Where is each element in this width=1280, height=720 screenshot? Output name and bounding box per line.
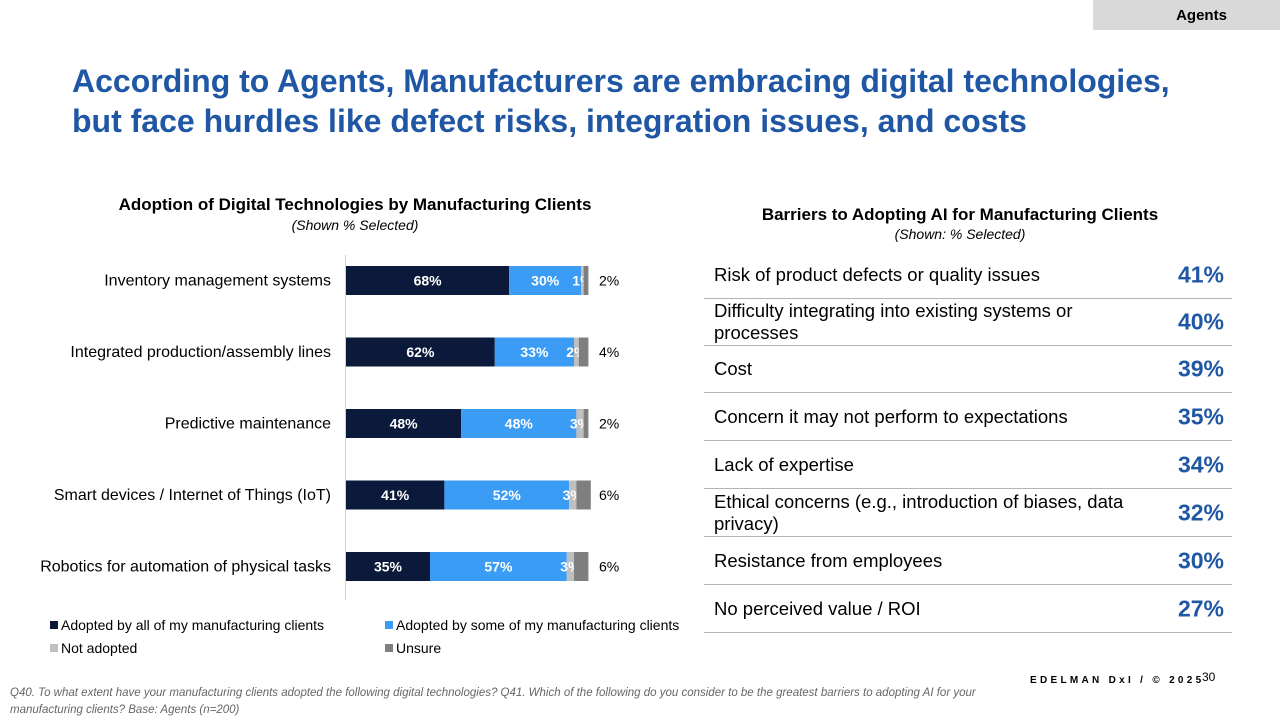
barriers-title: Barriers to Adopting AI for Manufacturin… <box>761 205 1159 224</box>
data-label-adopted-by-some-of-my-manufacturing-clients: 52% <box>493 487 522 503</box>
data-label-adopted-by-all-of-my-manufacturing-clients: 35% <box>374 559 403 575</box>
data-label-not-adopted: 1% <box>572 273 593 289</box>
data-label-adopted-by-all-of-my-manufacturing-clients: 48% <box>390 416 419 432</box>
bar-segment-not-adopted <box>569 480 577 510</box>
bar-segment-adopted-by-all-of-my-manufacturing-clients <box>346 480 445 510</box>
category-label: Robotics for automation of physical task… <box>40 559 331 576</box>
category-label: Inventory management systems <box>104 273 331 290</box>
legend-label-adopted-some: Adopted by some of my manufacturing clie… <box>396 617 680 633</box>
category-label: Integrated production/assembly lines <box>70 344 331 361</box>
data-label-unsure: 6% <box>599 559 619 575</box>
data-label-unsure: 6% <box>599 487 619 503</box>
bar-segment-adopted-by-some-of-my-manufacturing-clients <box>461 409 577 438</box>
legend-label-adopted-all: Adopted by all of my manufacturing clien… <box>61 617 325 633</box>
adoption-stacked-bar-chart: Inventory management systems 68% 30% 1% 2% In… <box>40 255 619 600</box>
barrier-value: 30% <box>1177 547 1224 574</box>
data-label-adopted-by-all-of-my-manufacturing-clients: 62% <box>406 344 435 360</box>
legend-item-adopted-all: Adopted by all of my manufacturing clien… <box>50 617 324 633</box>
bar-segment-adopted-by-some-of-my-manufacturing-clients <box>444 480 570 510</box>
barrier-label: Difficulty integrating into existing sys… <box>714 300 1073 343</box>
barrier-row: Difficulty integrating into existing sys… <box>704 299 1232 346</box>
barrier-value: 40% <box>1177 308 1224 335</box>
slide-title-line-1: According to Agents, Manufacturers are e… <box>72 63 1170 99</box>
data-label-unsure: 4% <box>599 344 619 360</box>
barrier-row: Concern it may not perform to expectatio… <box>704 394 1232 441</box>
barrier-label: Ethical concerns (e.g., introduction of … <box>714 491 1124 534</box>
page-number: 30 <box>1202 670 1216 684</box>
legend-item-adopted-some: Adopted by some of my manufacturing clie… <box>385 617 679 633</box>
barrier-label: No perceived value / ROI <box>714 598 921 619</box>
bar-segment-adopted-by-all-of-my-manufacturing-clients <box>346 409 462 438</box>
audience-tag: Agents <box>1093 0 1280 30</box>
bar-segment-not-adopted <box>576 409 584 438</box>
footer-brand: EDELMAN DxI / © 2025 <box>1030 675 1205 686</box>
barrier-row: Ethical concerns (e.g., introduction of … <box>704 490 1232 537</box>
barriers-subtitle: (Shown: % Selected) <box>894 226 1026 242</box>
barrier-row: No perceived value / ROI 27% <box>704 586 1232 633</box>
slide-title: According to Agents, Manufacturers are e… <box>72 61 1222 141</box>
barrier-row: Resistance from employees 30% <box>704 538 1232 585</box>
barrier-label: Concern it may not perform to expectatio… <box>714 406 1068 427</box>
bar-segment-adopted-by-all-of-my-manufacturing-clients <box>346 266 510 295</box>
bar-segment-adopted-by-some-of-my-manufacturing-clients <box>430 552 567 581</box>
barrier-value: 39% <box>1177 355 1224 382</box>
legend-item-unsure: Unsure <box>385 640 441 656</box>
legend-label-unsure: Unsure <box>396 640 442 656</box>
bar-segment-adopted-by-all-of-my-manufacturing-clients <box>346 552 430 581</box>
bar-segment-unsure <box>578 337 589 367</box>
slide-title-line-2: but face hurdles like defect risks, inte… <box>72 103 1027 139</box>
bar-segment-not-adopted <box>574 337 579 367</box>
bar-segment-not-adopted <box>581 266 584 295</box>
bar-segment-unsure <box>576 480 591 510</box>
bar-segment-unsure <box>574 552 589 581</box>
barrier-label: Resistance from employees <box>714 550 943 571</box>
barrier-row: Risk of product defects or quality issue… <box>704 252 1232 299</box>
legend-swatch-adopted-all <box>50 621 58 629</box>
data-label-unsure: 2% <box>599 273 619 289</box>
legend-item-not-adopted: Not adopted <box>50 640 137 656</box>
barrier-value: 32% <box>1177 499 1224 526</box>
data-label-adopted-by-some-of-my-manufacturing-clients: 33% <box>520 344 549 360</box>
data-label-adopted-by-some-of-my-manufacturing-clients: 30% <box>531 273 560 289</box>
adoption-chart-subtitle: (Shown % Selected) <box>291 217 419 233</box>
legend-swatch-unsure <box>385 644 393 652</box>
data-label-adopted-by-some-of-my-manufacturing-clients: 48% <box>505 416 534 432</box>
bar-segment-unsure <box>583 409 589 438</box>
barrier-label: Cost <box>714 358 753 379</box>
legend-swatch-adopted-some <box>385 621 393 629</box>
barrier-value: 27% <box>1177 595 1224 622</box>
bar-segment-adopted-by-some-of-my-manufacturing-clients <box>494 337 574 367</box>
category-label: Smart devices / Internet of Things (IoT) <box>54 487 331 504</box>
bar-segment-adopted-by-some-of-my-manufacturing-clients <box>509 266 582 295</box>
bar-segment-unsure <box>583 266 589 295</box>
legend-swatch-not-adopted <box>50 644 58 652</box>
barrier-label: Risk of product defects or quality issue… <box>714 264 1040 285</box>
bar-segment-not-adopted <box>566 552 574 581</box>
legend-label-not-adopted: Not adopted <box>61 640 138 656</box>
data-label-adopted-by-all-of-my-manufacturing-clients: 41% <box>381 487 410 503</box>
bar-segment-adopted-by-all-of-my-manufacturing-clients <box>346 337 495 367</box>
adoption-chart-title: Adoption of Digital Technologies by Manu… <box>118 195 592 214</box>
data-label-unsure: 2% <box>599 416 619 432</box>
footnote: Q40. To what extent have your manufactur… <box>10 687 976 716</box>
barrier-value: 41% <box>1177 261 1224 288</box>
barrier-row: Lack of expertise 34% <box>704 442 1232 489</box>
barrier-value: 35% <box>1177 403 1224 430</box>
data-label-adopted-by-some-of-my-manufacturing-clients: 57% <box>484 559 513 575</box>
barrier-row: Cost 39% <box>704 346 1232 393</box>
barrier-label: Lack of expertise <box>714 454 854 475</box>
data-label-adopted-by-all-of-my-manufacturing-clients: 68% <box>414 273 443 289</box>
barrier-value: 34% <box>1177 451 1224 478</box>
category-label: Predictive maintenance <box>165 416 331 433</box>
